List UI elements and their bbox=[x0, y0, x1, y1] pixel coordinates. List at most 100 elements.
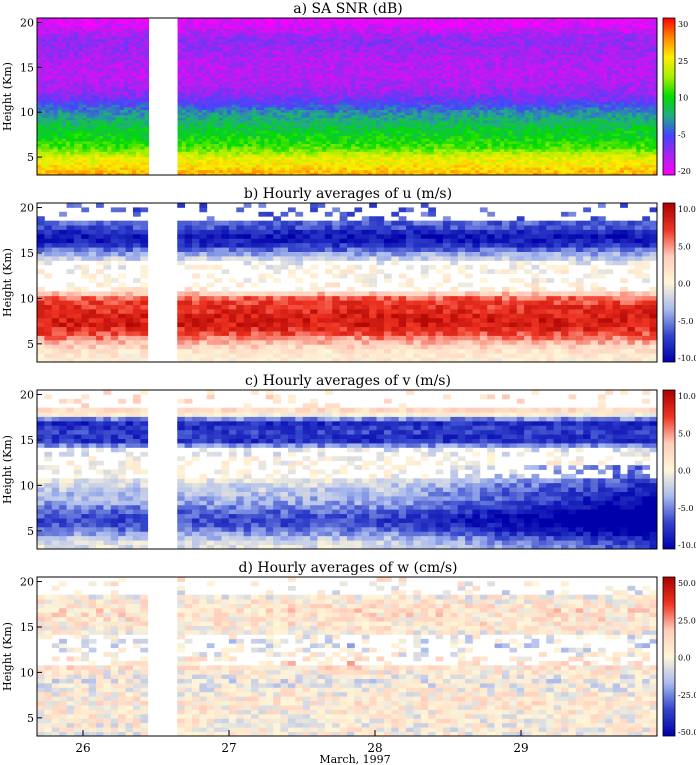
heatmap-cell bbox=[272, 109, 278, 113]
heatmap-cell bbox=[289, 151, 294, 155]
heatmap-cell bbox=[342, 59, 348, 63]
heatmap-cell bbox=[136, 25, 141, 29]
heatmap-cell bbox=[189, 28, 195, 32]
heatmap-cell bbox=[57, 120, 63, 124]
heatmap-cell bbox=[313, 38, 319, 42]
heatmap-cell bbox=[276, 159, 282, 163]
heatmap-cell bbox=[297, 143, 302, 147]
heatmap-cell bbox=[247, 88, 253, 92]
heatmap-cell bbox=[392, 23, 397, 27]
heatmap-cell bbox=[57, 114, 63, 118]
heatmap-cell bbox=[276, 117, 282, 121]
heatmap-cell bbox=[322, 49, 327, 53]
heatmap-cell bbox=[367, 44, 373, 48]
heatmap-cell bbox=[70, 125, 75, 129]
heatmap-cell bbox=[140, 49, 145, 53]
heatmap-cell bbox=[111, 106, 116, 110]
heatmap-cell bbox=[293, 140, 298, 144]
heatmap-cell bbox=[86, 28, 92, 32]
heatmap-cell bbox=[367, 25, 373, 29]
heatmap-cell bbox=[330, 133, 335, 137]
heatmap-cell bbox=[132, 133, 137, 137]
heatmap-cell bbox=[371, 104, 377, 108]
heatmap-cell bbox=[107, 138, 112, 142]
heatmap-cell bbox=[363, 156, 369, 160]
heatmap-cell bbox=[305, 70, 311, 74]
heatmap-cell bbox=[111, 72, 116, 76]
heatmap-cell bbox=[144, 20, 149, 24]
heatmap-cell bbox=[119, 88, 125, 92]
heatmap-cell bbox=[297, 159, 302, 163]
heatmap-cell bbox=[351, 75, 356, 79]
heatmap-cell bbox=[144, 120, 149, 124]
heatmap-cell bbox=[61, 127, 67, 131]
heatmap-cell bbox=[111, 91, 116, 95]
heatmap-cell bbox=[260, 83, 265, 87]
heatmap-cell bbox=[318, 96, 323, 100]
heatmap-cell bbox=[185, 99, 191, 103]
heatmap-cell bbox=[107, 28, 112, 32]
heatmap-cell bbox=[392, 65, 397, 69]
heatmap-cell bbox=[338, 101, 344, 105]
heatmap-cell bbox=[49, 41, 54, 45]
heatmap-cell bbox=[82, 101, 87, 105]
heatmap-cell bbox=[388, 88, 393, 92]
heatmap-cell bbox=[202, 41, 207, 45]
heatmap-cell bbox=[347, 18, 352, 22]
heatmap-cell bbox=[359, 106, 364, 110]
heatmap-cell bbox=[380, 33, 385, 37]
heatmap-cell bbox=[61, 148, 67, 152]
heatmap-cell bbox=[396, 161, 402, 165]
heatmap-cell bbox=[264, 72, 269, 76]
heatmap-cell bbox=[363, 122, 369, 126]
heatmap-cell bbox=[61, 75, 67, 79]
heatmap-cell bbox=[127, 88, 133, 92]
heatmap-cell bbox=[289, 101, 294, 105]
heatmap-cell bbox=[334, 65, 340, 69]
heatmap-cell bbox=[243, 65, 249, 69]
heatmap-cell bbox=[206, 154, 211, 158]
heatmap-cell bbox=[37, 122, 42, 126]
heatmap-cell bbox=[347, 67, 352, 71]
heatmap-cell bbox=[285, 57, 290, 61]
heatmap-cell bbox=[127, 91, 133, 95]
heatmap-cell bbox=[392, 18, 397, 22]
heatmap-cell bbox=[285, 80, 290, 84]
heatmap-cell bbox=[363, 112, 369, 116]
heatmap-cell bbox=[272, 46, 278, 50]
heatmap-cell bbox=[272, 140, 278, 144]
heatmap-cell bbox=[111, 146, 116, 150]
heatmap-cell bbox=[243, 101, 249, 105]
heatmap-cell bbox=[177, 52, 183, 56]
heatmap-cell bbox=[355, 54, 360, 58]
heatmap-cell bbox=[111, 148, 116, 152]
heatmap-cell bbox=[61, 62, 67, 66]
heatmap-cell bbox=[305, 146, 311, 150]
heatmap-cell bbox=[351, 146, 356, 150]
heatmap-cell bbox=[326, 52, 331, 56]
heatmap-cell bbox=[189, 164, 195, 168]
heatmap-cell bbox=[351, 120, 356, 124]
heatmap-cell bbox=[115, 52, 121, 56]
heatmap-cell bbox=[404, 52, 410, 56]
heatmap-cell bbox=[53, 96, 59, 100]
heatmap-cell bbox=[297, 33, 302, 37]
heatmap-cell bbox=[181, 83, 187, 87]
heatmap-cell bbox=[49, 99, 54, 103]
heatmap-cell bbox=[74, 54, 79, 58]
heatmap-cell bbox=[305, 57, 311, 61]
heatmap-cell bbox=[268, 44, 273, 48]
heatmap-cell bbox=[103, 33, 108, 37]
heatmap-cell bbox=[268, 104, 273, 108]
heatmap-cell bbox=[214, 151, 220, 155]
heatmap-cell bbox=[78, 161, 83, 165]
heatmap-cell bbox=[388, 172, 393, 176]
heatmap-cell bbox=[82, 148, 87, 152]
heatmap-cell bbox=[49, 143, 54, 147]
heatmap-cell bbox=[194, 104, 199, 108]
heatmap-cell bbox=[318, 114, 323, 118]
heatmap-cell bbox=[285, 172, 290, 176]
heatmap-cell bbox=[301, 72, 307, 76]
heatmap-cell bbox=[388, 138, 393, 142]
heatmap-cell bbox=[375, 172, 381, 176]
